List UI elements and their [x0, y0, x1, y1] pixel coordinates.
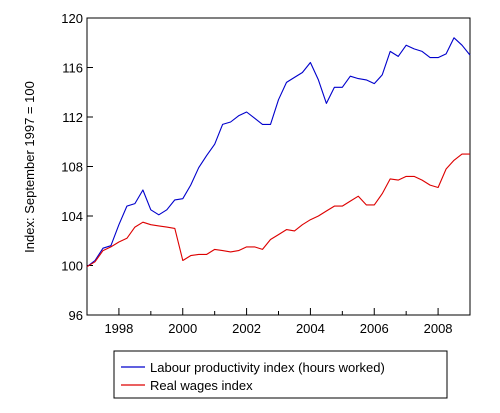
- y-tick-label: 104: [61, 209, 83, 224]
- y-axis: 96 100 104 108 112 116 120: [61, 11, 93, 323]
- y-tick-label: 116: [62, 61, 83, 76]
- y-axis-title: Index: September 1997 = 100: [22, 81, 37, 253]
- y-tick-label: 112: [62, 110, 83, 125]
- series-lines: [86, 37, 471, 268]
- y-tick-label: 120: [61, 11, 83, 26]
- legend: Labour productivity index (hours worked)…: [113, 350, 448, 399]
- x-tick-label: 2006: [360, 321, 389, 336]
- legend-box: [113, 350, 448, 399]
- x-tick-label: 1998: [104, 321, 133, 336]
- y-tick-label: 96: [69, 308, 83, 323]
- legend-label-productivity: Labour productivity index (hours worked): [150, 360, 385, 375]
- y-tick-label: 100: [61, 259, 83, 274]
- legend-label-wages: Real wages index: [150, 378, 253, 393]
- plot-frame: [86, 17, 471, 316]
- x-axis: 1998 2000 2002 2004 2006 2008: [86, 308, 471, 336]
- x-tick-label: 2004: [296, 321, 325, 336]
- x-tick-label: 2000: [168, 321, 197, 336]
- x-tick-label: 2008: [424, 321, 453, 336]
- series-line-productivity: [86, 37, 471, 268]
- y-tick-label: 108: [61, 160, 83, 175]
- x-tick-label: 2002: [232, 321, 261, 336]
- series-line-wages: [86, 153, 470, 268]
